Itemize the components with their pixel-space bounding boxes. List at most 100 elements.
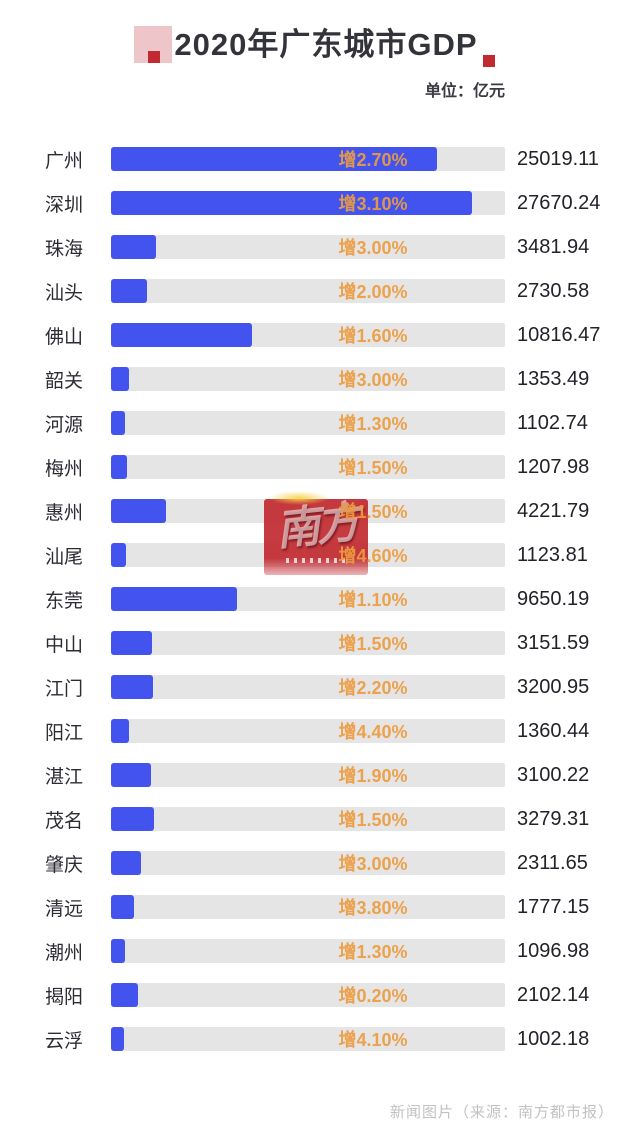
gdp-bar (111, 807, 154, 831)
gdp-bar (111, 367, 129, 391)
city-label: 佛山 (45, 326, 84, 348)
gdp-bar (111, 411, 126, 435)
bar-track: 增1.50% (111, 499, 505, 523)
gdp-bar (111, 719, 129, 743)
growth-label: 增3.00% (338, 238, 408, 258)
growth-label: 增1.50% (338, 810, 408, 830)
chart-row: 湛江 增1.90% 3100.22 (45, 763, 640, 788)
chart-row: 揭阳 增0.20% 2102.14 (45, 983, 640, 1008)
city-label: 揭阳 (45, 986, 84, 1008)
bar-track: 增1.30% (111, 411, 505, 435)
chart-row: 深圳 增3.10% 27670.24 (45, 191, 640, 216)
chart-row: 广州 增2.70% 25019.11 (45, 147, 640, 172)
bar-track: 增1.50% (111, 455, 505, 479)
chart-row: 河源 增1.30% 1102.74 (45, 411, 640, 436)
growth-label: 增2.20% (338, 678, 408, 698)
chart-row: 云浮 增4.10% 1002.18 (45, 1027, 640, 1052)
watermark-seal-marks (286, 558, 346, 563)
title-accent-red-square-left (148, 51, 161, 63)
city-label: 深圳 (45, 194, 84, 216)
chart-row: 清远 增3.80% 1777.15 (45, 895, 640, 920)
bar-track: 增2.70% (111, 147, 505, 171)
gdp-value-label: 1096.98 (517, 939, 590, 962)
city-label: 中山 (45, 634, 84, 656)
city-label: 韶关 (45, 370, 84, 392)
city-label: 广州 (45, 150, 84, 172)
city-label: 清远 (45, 898, 84, 920)
bar-track: 增1.60% (111, 323, 505, 347)
gdp-value-label: 1360.44 (517, 719, 590, 742)
bar-track: 增0.20% (111, 983, 505, 1007)
gdp-bar (111, 675, 153, 699)
city-label: 汕尾 (45, 546, 84, 568)
city-label: 湛江 (45, 766, 84, 788)
growth-label: 增0.20% (338, 986, 408, 1006)
growth-label: 增4.40% (338, 722, 408, 742)
chart-row: 东莞 增1.10% 9650.19 (45, 587, 640, 612)
gdp-value-label: 1353.49 (517, 367, 590, 390)
gdp-value-label: 3481.94 (517, 235, 590, 258)
city-label: 惠州 (45, 502, 84, 524)
gdp-bar (111, 147, 438, 171)
credit-line: 新闻图片（来源：南方都市报） (389, 1104, 614, 1121)
gdp-value-label: 27670.24 (517, 191, 601, 214)
bar-track: 增1.90% (111, 763, 505, 787)
gdp-bar (111, 895, 135, 919)
bar-track: 增2.20% (111, 675, 505, 699)
page-title: 2020年广东城市GDP (174, 27, 478, 62)
gdp-value-label: 1102.74 (517, 411, 588, 434)
unit-label: 单位：亿元 (424, 83, 505, 100)
gdp-value-label: 3279.31 (517, 807, 590, 830)
chart-row: 潮州 增1.30% 1096.98 (45, 939, 640, 964)
chart-row: 珠海 增3.00% 3481.94 (45, 235, 640, 260)
header: 2020年广东城市GDP 单位：亿元 (0, 0, 640, 101)
growth-label: 增3.00% (338, 854, 408, 874)
chart-row: 梅州 增1.50% 1207.98 (45, 455, 640, 480)
growth-label: 增1.90% (338, 766, 408, 786)
city-label: 江门 (45, 678, 84, 700)
growth-label: 增1.50% (338, 458, 408, 478)
city-label: 肇庆 (45, 854, 84, 876)
gdp-value-label: 3151.59 (517, 631, 590, 654)
bar-track: 增3.00% (111, 235, 505, 259)
watermark-logo: 南方 (264, 491, 368, 575)
gdp-value-label: 2730.58 (517, 279, 590, 302)
gdp-value-label: 10816.47 (517, 323, 601, 346)
chart-row: 江门 增2.20% 3200.95 (45, 675, 640, 700)
gdp-bar (111, 323, 253, 347)
gdp-bar (111, 1027, 125, 1051)
gdp-value-label: 2102.14 (517, 983, 590, 1006)
city-label: 云浮 (45, 1030, 84, 1052)
growth-label: 增1.10% (338, 590, 408, 610)
city-label: 茂名 (45, 810, 84, 832)
city-label: 东莞 (45, 590, 84, 612)
chart-row: 汕尾 增4.60% 1123.81 (45, 543, 640, 568)
growth-label: 增1.50% (338, 502, 408, 522)
bar-track: 增3.10% (111, 191, 505, 215)
growth-label: 增4.60% (338, 546, 408, 566)
city-label: 河源 (45, 414, 84, 436)
gdp-value-label: 4221.79 (517, 499, 590, 522)
city-label: 潮州 (45, 942, 84, 964)
bar-track: 增4.40% (111, 719, 505, 743)
gdp-value-label: 2311.65 (517, 851, 588, 874)
title-block: 2020年广东城市GDP (134, 26, 495, 67)
chart-row: 肇庆 增3.00% 2311.65 (45, 851, 640, 876)
gdp-value-label: 3200.95 (517, 675, 590, 698)
gdp-bar (111, 499, 167, 523)
bar-track: 增4.10% (111, 1027, 505, 1051)
bar-track: 增3.00% (111, 367, 505, 391)
growth-label: 增1.30% (338, 414, 408, 434)
city-label: 汕头 (45, 282, 84, 304)
chart-row: 茂名 增1.50% 3279.31 (45, 807, 640, 832)
bar-track: 增3.80% (111, 895, 505, 919)
chart-row: 阳江 增4.40% 1360.44 (45, 719, 640, 744)
gdp-value-label: 1207.98 (517, 455, 590, 478)
gdp-bar (111, 851, 142, 875)
gdp-bar (111, 279, 147, 303)
chart-row: 佛山 增1.60% 10816.47 (45, 323, 640, 348)
gdp-bar-chart: 广州 增2.70% 25019.11 深圳 增3.10% 27670.24 珠海… (0, 147, 640, 1052)
city-label: 梅州 (45, 458, 84, 480)
gdp-bar (111, 543, 126, 567)
growth-label: 增3.10% (338, 194, 408, 214)
